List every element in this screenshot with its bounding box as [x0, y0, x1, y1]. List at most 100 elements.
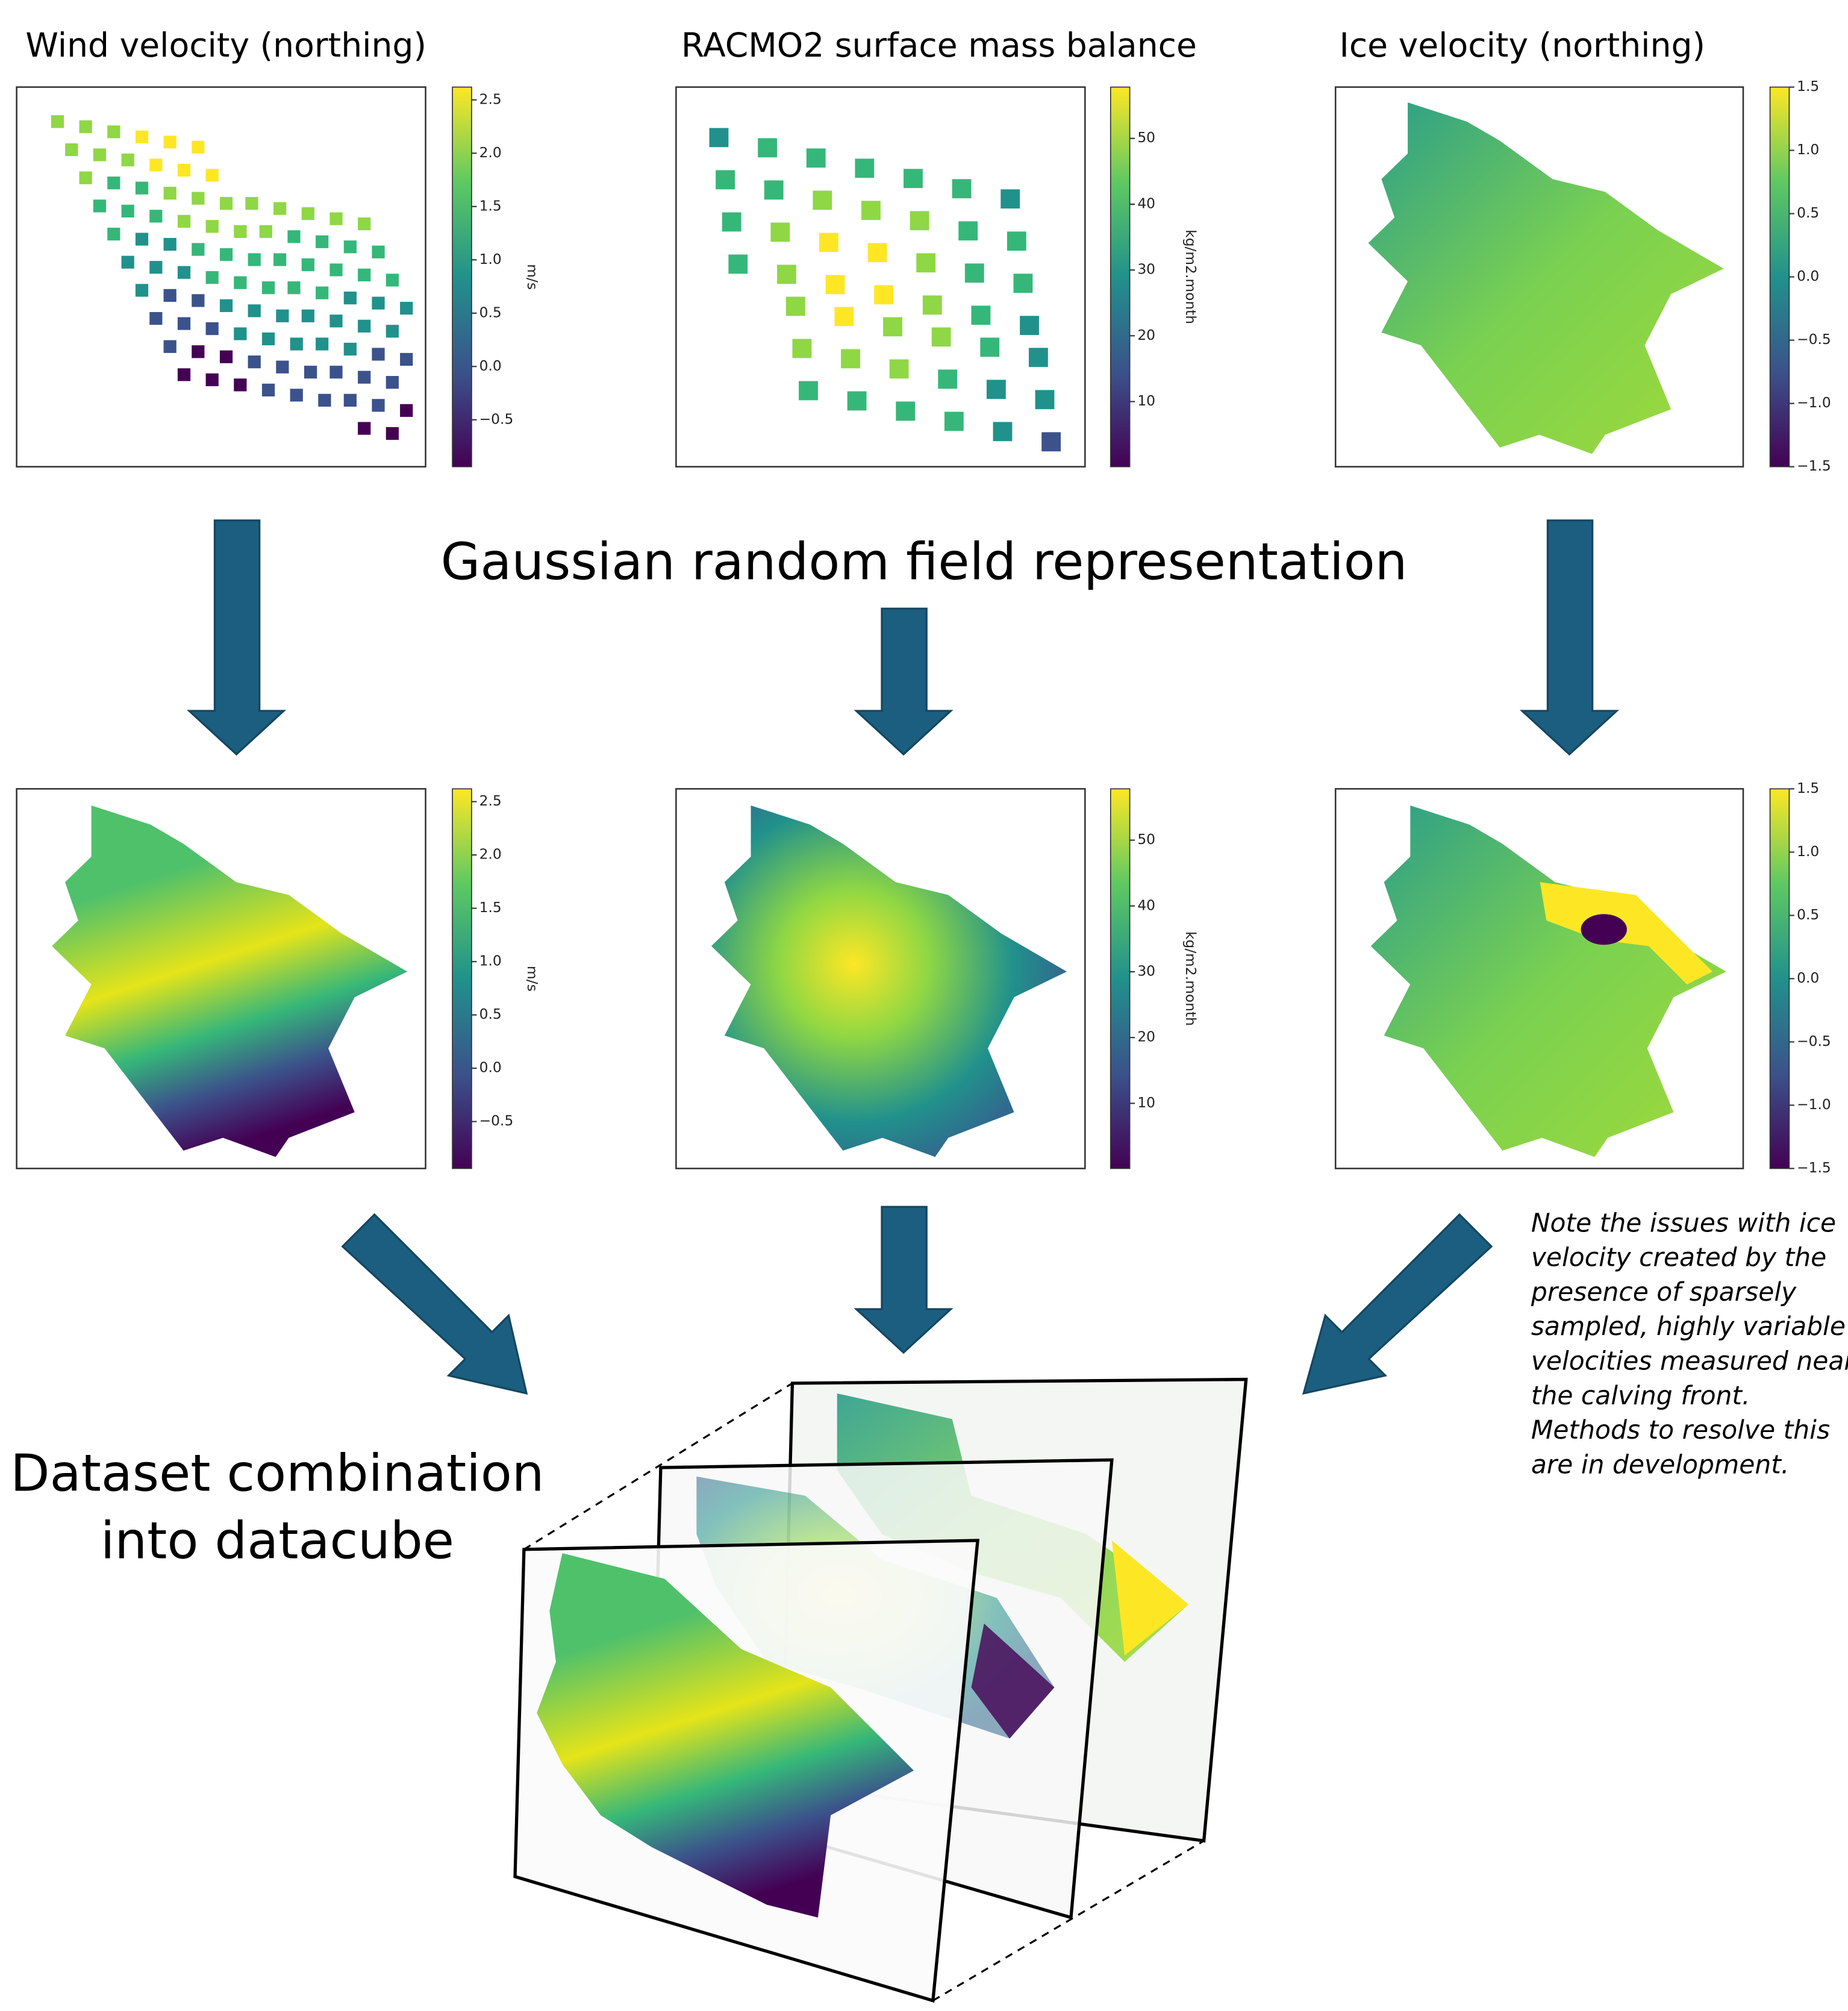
- colorbar-tick-label: 0.0: [1797, 267, 1819, 284]
- panel-title: RACMO2 surface mass balance: [681, 27, 1197, 65]
- smb-point: [932, 327, 951, 346]
- wind-point: [372, 297, 384, 310]
- wind-point: [400, 353, 413, 366]
- wind-point: [149, 261, 162, 274]
- wind-point: [287, 281, 300, 294]
- colorbar-tick-label: 40: [1137, 896, 1155, 913]
- note-line: Methods to resolve this: [1531, 1416, 1830, 1445]
- diagram: Wind velocity (northing) RACMO2 surface …: [0, 0, 1848, 2011]
- colorbar-tick-label: 1.0: [1797, 141, 1819, 158]
- colorbar-tick-label: 50: [1137, 129, 1155, 146]
- note-line: velocity created by the: [1531, 1243, 1826, 1273]
- arrow: [1303, 1215, 1491, 1393]
- colorbar-tick-label: 1.5: [479, 197, 502, 214]
- wind-point: [329, 263, 342, 276]
- wind-point: [260, 225, 272, 238]
- wind-point: [206, 322, 219, 335]
- wind-point: [220, 351, 233, 363]
- arrow: [189, 521, 284, 754]
- smb-point: [1007, 231, 1026, 251]
- smb-point: [716, 170, 735, 189]
- colorbar-tick-label: 2.5: [479, 792, 502, 809]
- smb-point: [813, 190, 832, 210]
- smb-point: [1041, 432, 1061, 451]
- smb-point: [710, 128, 729, 147]
- colorbar-tick-label: 20: [1137, 327, 1155, 343]
- colorbar-tick-label: −1.0: [1797, 394, 1831, 411]
- wind-point: [93, 199, 106, 212]
- note-line: sampled, highly variable: [1531, 1312, 1846, 1342]
- colorbar-tick-label: 2.5: [479, 90, 502, 107]
- ice-artifact: [1581, 914, 1627, 945]
- wind-point: [122, 256, 134, 269]
- wind-point: [149, 158, 162, 171]
- wind-point: [220, 248, 233, 261]
- colorbar-tick-label: 0.5: [479, 1006, 502, 1022]
- colorbar-tick-label: −0.5: [479, 410, 514, 427]
- smb-point: [987, 380, 1006, 399]
- smb-point: [972, 305, 991, 325]
- panel-title: Wind velocity (northing): [25, 27, 426, 65]
- wind-point: [164, 340, 176, 353]
- smb-point: [764, 180, 784, 199]
- smb-point: [896, 401, 915, 421]
- smb-point: [965, 263, 984, 283]
- colorbar-label: m/s: [524, 966, 541, 992]
- colorbar-tick-label: 1.5: [1797, 78, 1819, 95]
- wind-point: [220, 197, 233, 210]
- colorbar-tick-label: 1.5: [1797, 780, 1819, 796]
- wind-point: [234, 378, 246, 391]
- colorbar-tick-label: 20: [1137, 1028, 1155, 1045]
- wind-point: [107, 228, 120, 240]
- wind-point: [206, 271, 219, 284]
- wind-point: [329, 314, 342, 327]
- wind-point: [192, 243, 204, 255]
- wind-point: [136, 182, 148, 195]
- smb-point: [792, 339, 811, 358]
- wind-point: [136, 233, 148, 245]
- wind-point: [344, 394, 357, 407]
- colorbar-label: m/s: [524, 264, 541, 290]
- colorbar: [452, 789, 472, 1168]
- wind-point: [276, 361, 289, 374]
- smb-point: [874, 285, 893, 304]
- note-line: presence of sparsely: [1531, 1278, 1797, 1307]
- wind-point: [290, 389, 303, 401]
- note: Note the issues with icevelocity created…: [1531, 1209, 1848, 1480]
- wind-point: [248, 355, 261, 368]
- smb-point: [834, 307, 854, 326]
- wind-point: [318, 394, 331, 407]
- arrow: [1522, 521, 1617, 754]
- wind-point: [206, 374, 219, 386]
- colorbar-tick-label: 0.5: [1797, 204, 1819, 221]
- smb-point: [890, 359, 909, 378]
- wind-point: [245, 197, 258, 210]
- wind-point: [400, 404, 413, 417]
- wind-point: [304, 366, 317, 378]
- wind-point: [107, 177, 120, 189]
- wind-point: [178, 215, 190, 228]
- smb-point: [848, 392, 867, 411]
- wind-point: [344, 240, 357, 253]
- wind-point: [80, 120, 92, 133]
- middle-label: Gaussian random field representation: [441, 532, 1408, 592]
- smb-point: [799, 381, 818, 401]
- smb-point: [777, 264, 796, 284]
- smb-point: [770, 222, 790, 242]
- smb-point: [980, 337, 999, 357]
- colorbar-tick-label: −1.5: [1797, 1159, 1831, 1176]
- wind-point: [316, 236, 328, 248]
- smb-point: [758, 138, 777, 157]
- datacube-label: Dataset combination: [10, 1443, 544, 1503]
- wind-point: [386, 274, 399, 286]
- wind-point: [386, 427, 399, 440]
- colorbar: [452, 87, 472, 467]
- wind-point: [234, 277, 246, 289]
- wind-point: [358, 371, 370, 384]
- smb-point: [1020, 316, 1039, 335]
- wind-point: [206, 169, 219, 181]
- smb-point: [910, 211, 929, 230]
- wind-point: [273, 253, 286, 266]
- smb-point: [923, 295, 942, 314]
- wind-point: [358, 422, 370, 434]
